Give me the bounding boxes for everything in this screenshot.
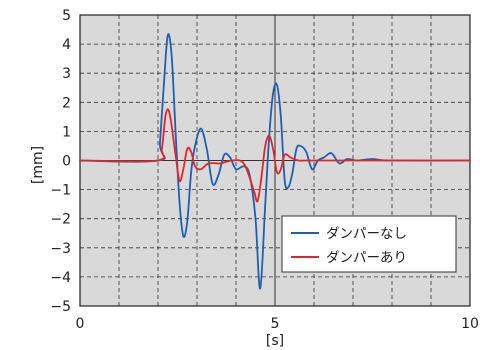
- y-tick-label: −3: [50, 241, 71, 257]
- legend-box: [281, 215, 457, 273]
- y-tick-label: −2: [50, 212, 71, 228]
- y-tick-label: 1: [62, 124, 71, 140]
- y-axis-label: [mm]: [30, 146, 46, 184]
- series-line-with-damper: [79, 108, 471, 203]
- y-tick-label: −5: [50, 299, 71, 315]
- y-tick-label: −1: [50, 183, 71, 199]
- y-tick-label: 5: [62, 8, 71, 24]
- legend-label-no-damper: ダンパーなし: [326, 226, 407, 242]
- y-tick-label: 4: [62, 37, 71, 53]
- legend-label-with-damper: ダンパーあり: [326, 250, 407, 266]
- x-tick-label: 10: [461, 316, 479, 332]
- x-tick-label: 0: [76, 316, 85, 332]
- y-tick-label: 2: [62, 95, 71, 111]
- y-tick-label: 3: [62, 66, 71, 82]
- x-tick-label: 5: [271, 316, 280, 332]
- legend: ダンパーなし ダンパーあり: [281, 215, 457, 273]
- series-line-no-damper: [79, 33, 471, 290]
- y-tick-label: −4: [50, 270, 71, 286]
- x-axis-label: [s]: [266, 333, 284, 349]
- y-tick-label: 0: [62, 154, 71, 170]
